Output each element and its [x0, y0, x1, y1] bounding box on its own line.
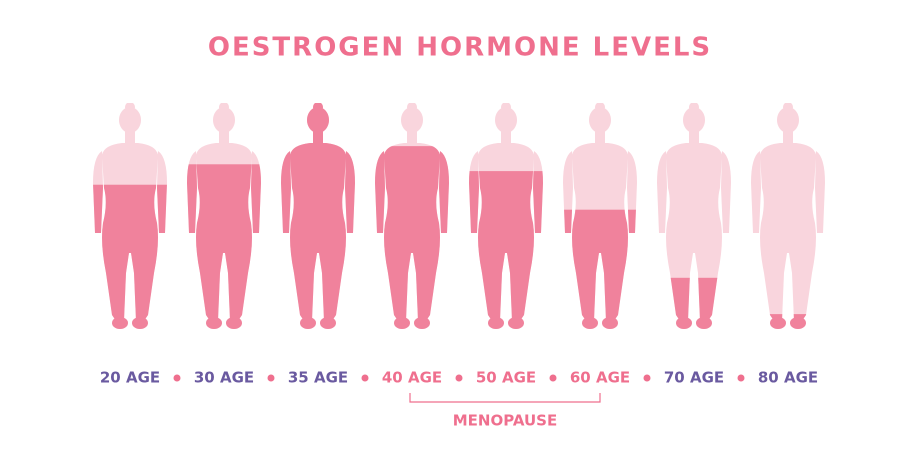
age-label: 60 AGE [570, 369, 630, 387]
separator-dot [643, 374, 651, 382]
separator-dot [361, 374, 369, 382]
bracket [409, 393, 601, 403]
age-label: 35 AGE [288, 369, 348, 387]
age-label: 40 AGE [382, 369, 442, 387]
separator-dot [455, 374, 463, 382]
separator-dot [737, 374, 745, 382]
age-label: 30 AGE [194, 369, 254, 387]
title: OESTROGEN HORMONE LEVELS [208, 33, 712, 63]
age-label: 50 AGE [476, 369, 536, 387]
age-label: 70 AGE [664, 369, 724, 387]
age-label: 20 AGE [100, 369, 160, 387]
separator-dot [173, 374, 181, 382]
separator-dot [549, 374, 557, 382]
separator-dot [267, 374, 275, 382]
age-label: 80 AGE [758, 369, 818, 387]
group-label: MENOPAUSE [453, 412, 557, 430]
